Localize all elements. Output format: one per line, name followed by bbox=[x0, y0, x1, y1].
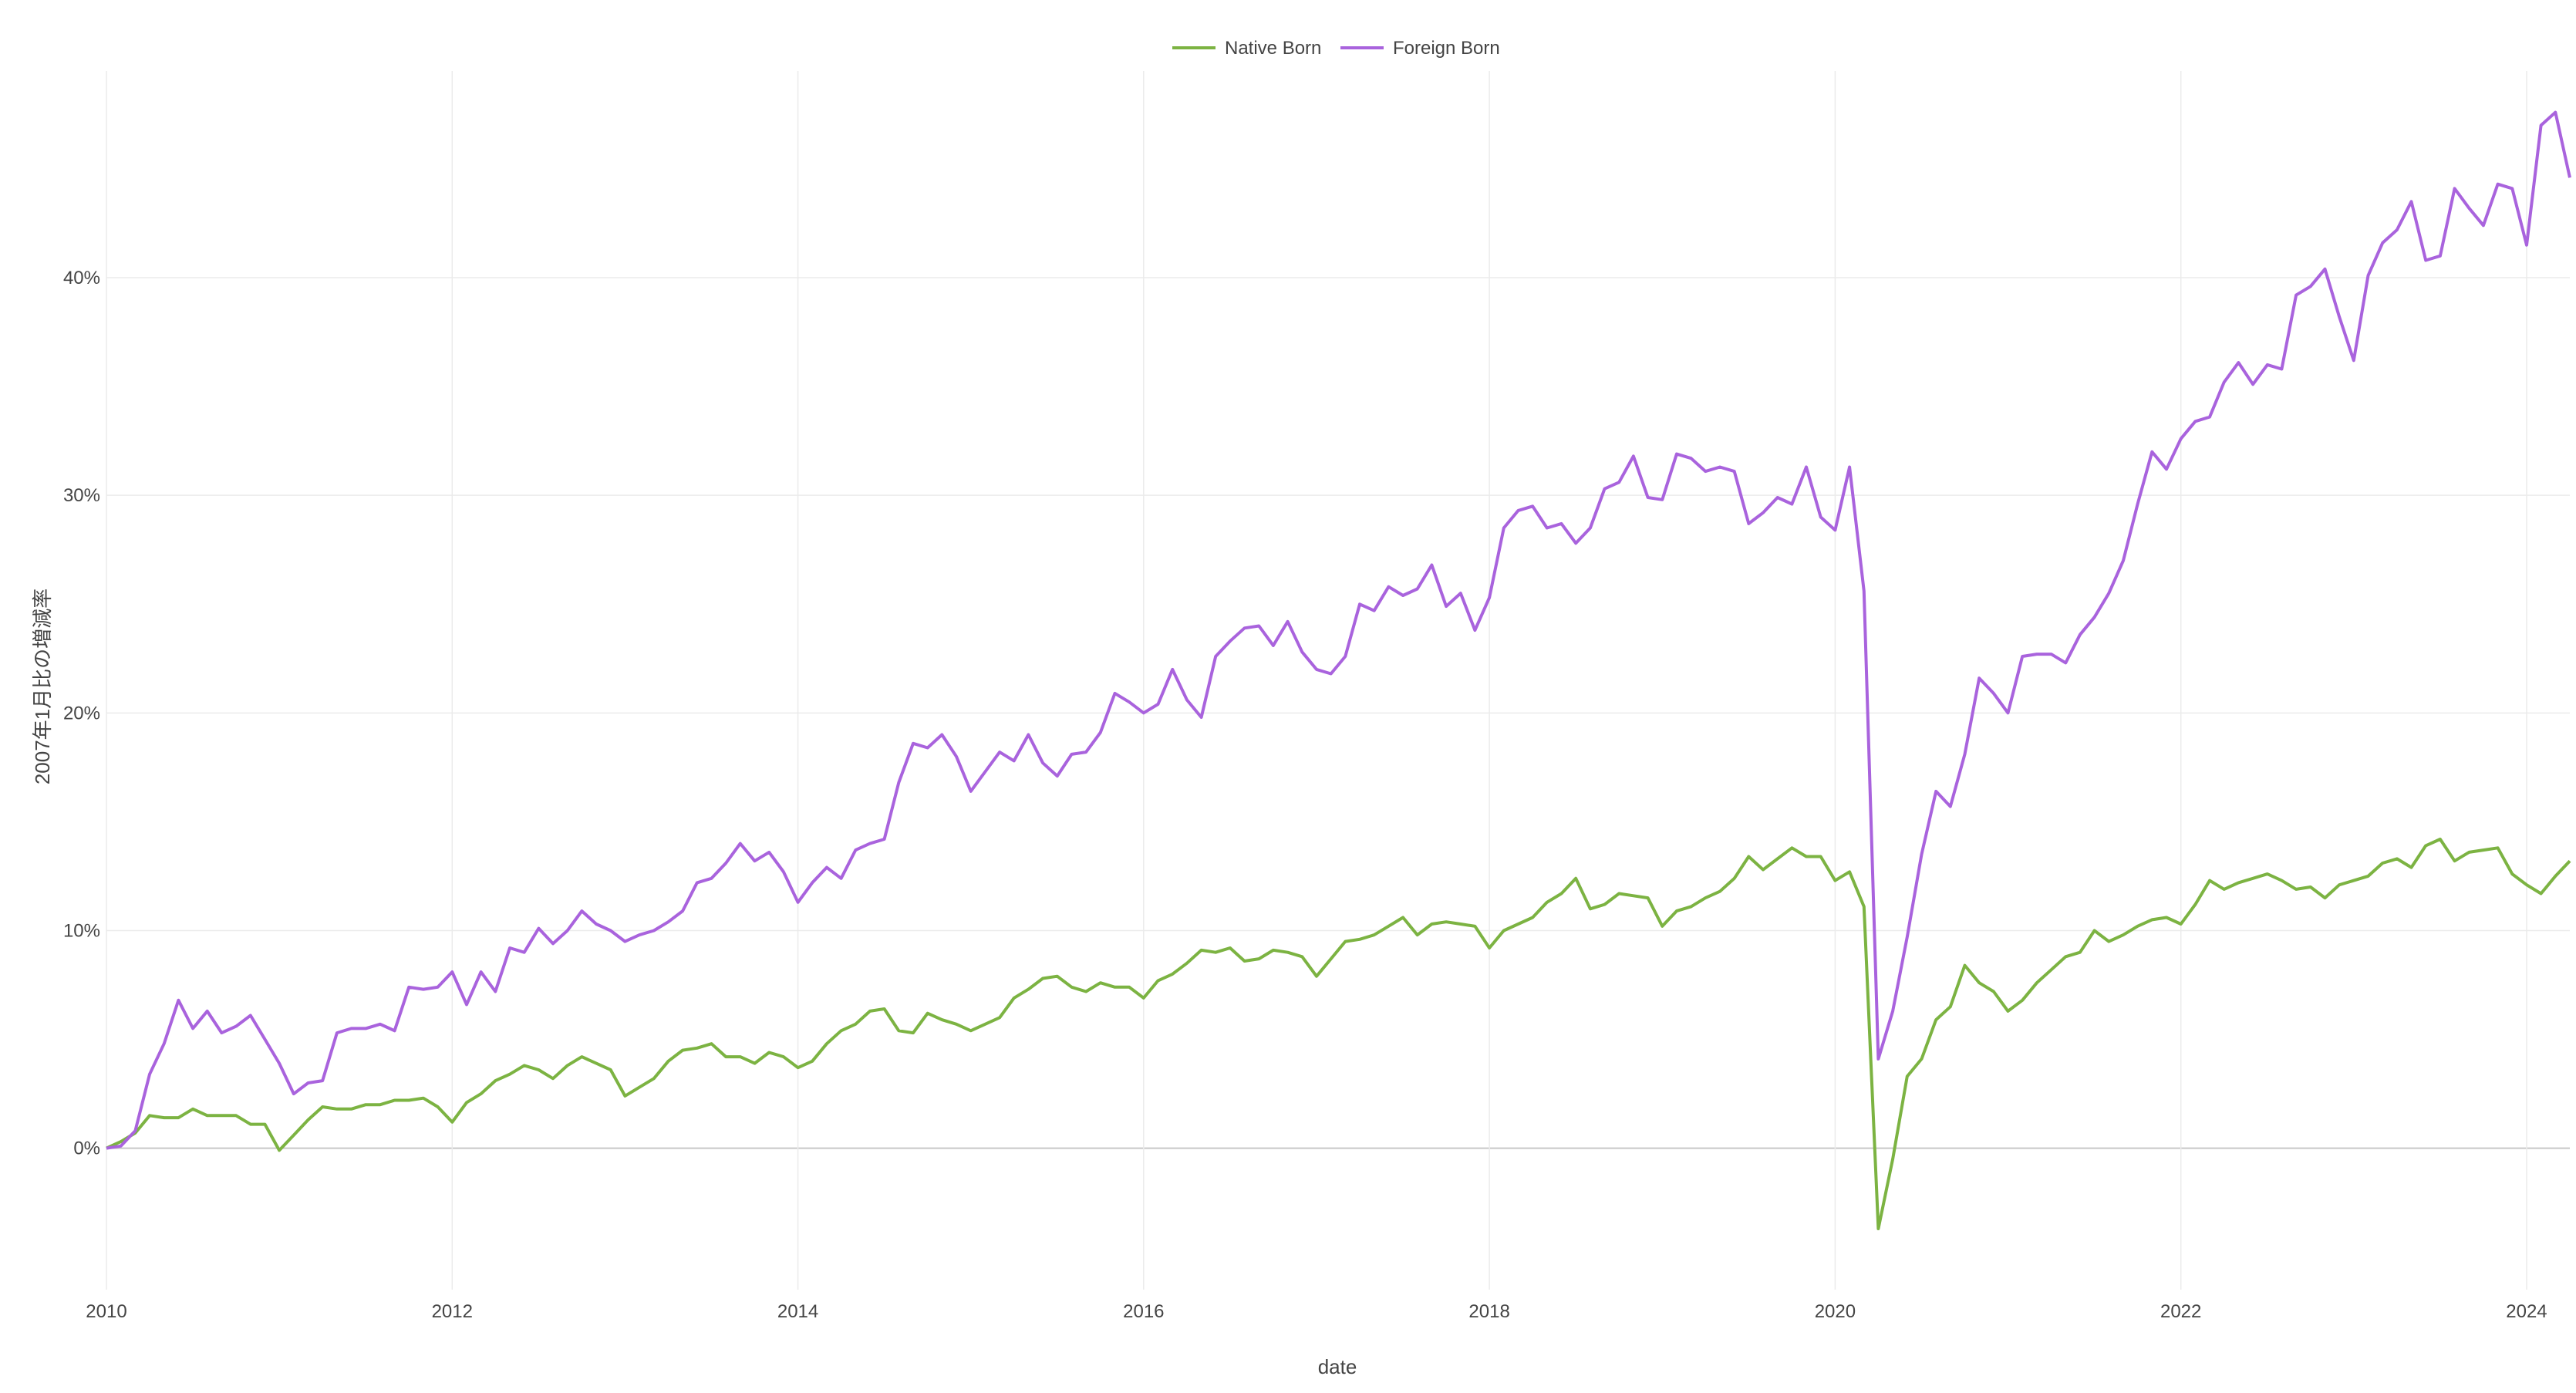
legend-label: Foreign Born bbox=[1393, 38, 1500, 59]
legend-item-native-born[interactable]: Native Born bbox=[1172, 38, 1321, 59]
x-tick-label: 2024 bbox=[2506, 1301, 2547, 1322]
y-tick-label: 20% bbox=[63, 703, 100, 723]
x-tick-label: 2022 bbox=[2160, 1301, 2201, 1322]
legend: Native Born Foreign Born bbox=[1172, 38, 1500, 59]
series-line-native-born bbox=[106, 838, 2571, 1230]
x-tick-label: 2016 bbox=[1123, 1301, 1164, 1322]
y-axis: 0% 10% 20% 30% 40% bbox=[63, 268, 100, 1159]
legend-label: Native Born bbox=[1225, 38, 1321, 59]
y-tick-label: 10% bbox=[63, 920, 100, 941]
y-tick-label: 30% bbox=[63, 485, 100, 506]
y-tick-label: 40% bbox=[63, 268, 100, 288]
x-tick-label: 2018 bbox=[1468, 1301, 1509, 1322]
y-tick-label: 0% bbox=[73, 1138, 100, 1159]
x-axis: 2010 2012 2014 2016 2018 2020 2022 2024 bbox=[86, 1301, 2547, 1322]
x-tick-label: 2010 bbox=[86, 1301, 126, 1322]
series-line-foreign-born bbox=[106, 110, 2571, 1150]
x-tick-label: 2012 bbox=[432, 1301, 473, 1322]
x-tick-label: 2014 bbox=[777, 1301, 818, 1322]
x-tick-label: 2020 bbox=[1815, 1301, 1856, 1322]
plot-area bbox=[106, 110, 2571, 1230]
x-axis-title: date bbox=[1318, 1355, 1357, 1378]
grid bbox=[106, 71, 2570, 1290]
y-axis-title: 2007年1月比の増減率 bbox=[31, 589, 54, 784]
legend-item-foreign-born[interactable]: Foreign Born bbox=[1340, 38, 1500, 59]
